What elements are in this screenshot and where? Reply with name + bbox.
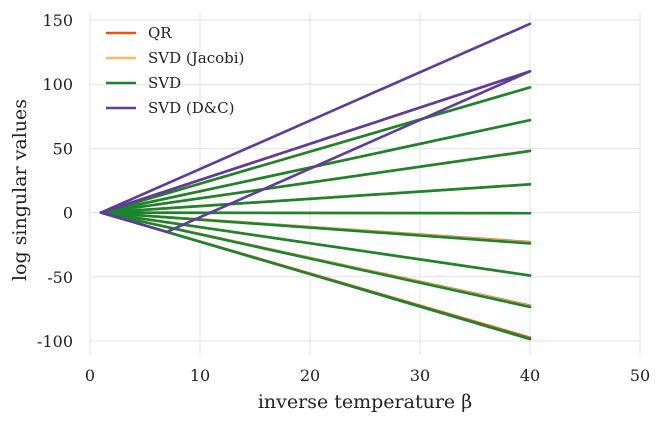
x-tick-label: 20 [300,366,320,385]
series-svd [99,86,532,341]
series-line [99,211,532,215]
x-tick-label: 10 [190,366,210,385]
series-line [99,211,169,234]
series-line [99,211,532,277]
series-line [99,211,532,245]
x-tick-label: 50 [630,366,650,385]
y-axis-label: log singular values [9,99,31,281]
x-tick-label: 30 [410,366,430,385]
x-axis-label: inverse temperature β [258,391,472,413]
legend-label: SVD (D&C) [148,99,234,117]
series-line [99,70,532,214]
series-line [99,183,532,214]
x-tick-label: 40 [520,366,540,385]
series-svd-d-c- [99,22,532,234]
series-line [99,211,532,341]
legend-label: SVD [148,74,181,92]
x-tick-label: 0 [85,366,95,385]
tick-labels: 0 10 20 30 40 50 150 100 50 0 -50 -100 [37,11,650,385]
series-svd-jacobi- [99,86,532,308]
legend: QR SVD (Jacobi) SVD SVD (D&C) [106,24,244,117]
series-line [99,149,532,214]
y-tick-label: 100 [42,75,73,94]
y-tick-label: -100 [37,332,73,351]
y-tick-label: 150 [42,11,73,30]
y-tick-label: 50 [53,139,73,158]
legend-label: QR [148,24,172,42]
legend-label: SVD (Jacobi) [148,49,244,67]
series-line [99,22,532,214]
y-tick-label: -50 [47,268,73,287]
series-lines [99,22,532,341]
series-line [99,86,532,214]
y-tick-label: 0 [63,204,73,223]
series-line [165,70,532,234]
